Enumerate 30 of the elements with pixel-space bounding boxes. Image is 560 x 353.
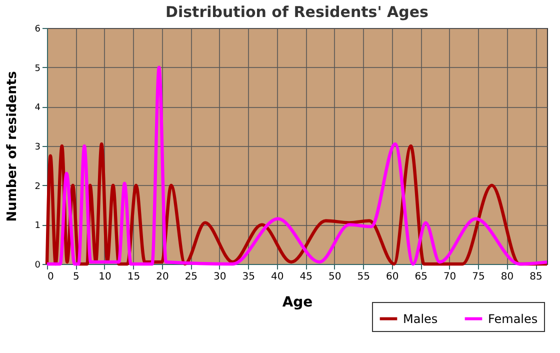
y-tick-label: 3 xyxy=(34,142,40,152)
x-tick-label: 60 xyxy=(386,272,399,282)
y-tick-label: 4 xyxy=(34,103,41,114)
y-tick-label: 2 xyxy=(34,182,40,192)
x-tick-label: 70 xyxy=(443,272,456,282)
legend-label: Females xyxy=(488,312,538,326)
x-tick-label: 5 xyxy=(73,272,80,282)
x-tick-label: 80 xyxy=(500,272,514,282)
x-tick-label: 0 xyxy=(48,272,54,282)
x-tick-label: 35 xyxy=(242,272,256,282)
x-tick-label: 40 xyxy=(271,272,284,282)
y-tick-label: 1 xyxy=(34,221,40,232)
y-tick-label: 0 xyxy=(34,260,41,270)
y-tick-label: 5 xyxy=(34,64,40,74)
x-tick-label: 25 xyxy=(184,272,198,282)
legend-label: Males xyxy=(403,312,438,326)
y-tick-label: 6 xyxy=(34,24,41,34)
x-tick-label: 75 xyxy=(472,272,485,282)
x-tick-label: 30 xyxy=(214,272,226,282)
x-tick-label: 65 xyxy=(414,272,428,282)
x-axis-title: Age xyxy=(282,294,313,310)
chart-title: Distribution of Residents' Ages xyxy=(166,3,429,21)
x-tick-label: 10 xyxy=(98,272,112,282)
y-axis-title: Number of residents xyxy=(4,70,20,222)
x-tick-label: 15 xyxy=(127,272,140,282)
x-tick-label: 55 xyxy=(357,272,370,282)
x-tick-label: 85 xyxy=(530,272,542,282)
x-tick-label: 45 xyxy=(300,272,312,282)
x-tick-label: 50 xyxy=(328,272,342,282)
x-tick-label: 20 xyxy=(156,272,169,282)
